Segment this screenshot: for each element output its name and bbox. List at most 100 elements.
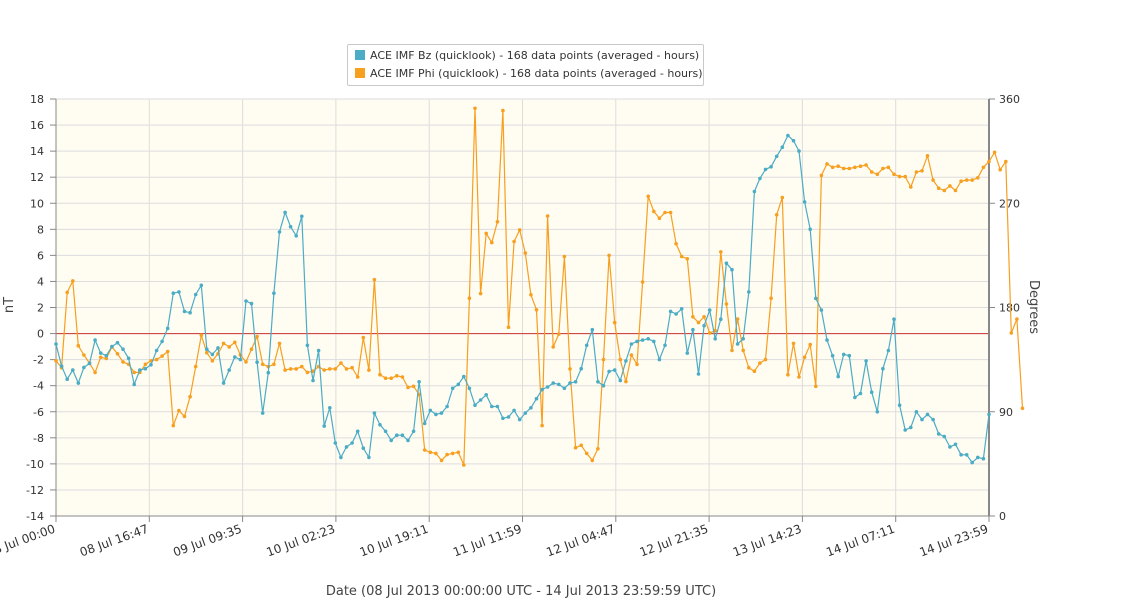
bz-point [853,395,857,400]
bz-point [300,214,304,219]
phi-point [635,362,639,367]
bz-point [802,200,807,204]
phi-point [730,348,734,353]
phi-point [121,360,125,364]
bz-point [646,337,650,341]
phi-point [819,173,824,178]
phi-point [462,463,466,467]
phi-point [657,216,662,221]
phi-point [115,352,120,356]
phi-point [931,178,935,182]
phi-point [864,163,868,167]
phi-point [383,376,388,381]
phi-point [841,166,846,171]
bz-point [165,326,170,331]
y-left-tick-label: -8 [33,432,44,445]
phi-point [780,195,785,200]
phi-point [76,343,81,348]
bz-point [383,429,388,434]
phi-point [406,385,410,390]
bz-point [422,421,427,426]
bz-point [199,283,204,288]
phi-point [691,315,695,319]
bz-point [758,176,762,181]
phi-point [584,451,589,456]
bz-point [808,227,812,232]
phi-point [942,188,947,193]
bz-point [691,327,695,332]
series-bz [54,133,991,465]
bz-point [964,453,969,457]
phi-point [959,179,963,183]
bz-point [635,339,639,344]
bz-point [652,339,656,344]
bz-point [523,411,528,415]
bz-point [579,366,583,371]
bz-point [495,404,500,409]
bz-point [948,445,952,449]
bz-point [959,453,963,457]
bz-point [841,352,846,357]
bz-point [814,296,818,301]
bz-point [752,189,757,194]
bz-point [400,433,405,438]
phi-point [646,194,650,199]
bz-point [707,308,712,312]
bz-point [328,406,332,410]
x-tick-label: 08 Jul 00:00 [0,522,57,560]
phi-point [495,220,500,224]
phi-point [456,450,461,455]
phi-point [696,320,701,325]
bz-point [573,380,578,384]
bz-point [233,355,237,359]
bz-point [339,455,343,460]
bz-point [322,424,327,428]
x-tick-label: 13 Jul 14:23 [731,522,803,560]
bz-point [473,403,477,408]
bz-point [668,309,673,314]
phi-point [328,367,332,371]
phi-point [193,364,198,369]
bz-point [87,361,92,366]
phi-point [992,150,997,155]
phi-point [160,354,164,358]
phi-point [758,361,762,365]
y-left-tick-label: -14 [26,510,44,523]
phi-point [205,350,209,355]
bz-point [847,353,852,358]
bz-point [674,312,678,316]
y-right-tick-label: 270 [999,197,1020,210]
phi-point [612,320,617,325]
phi-point [797,375,801,379]
phi-point [467,296,472,301]
phi-point [830,165,835,170]
phi-point [853,165,857,170]
bz-point [294,234,299,238]
phi-point [735,317,740,321]
bz-point [517,417,522,422]
bz-point [529,406,533,410]
bz-point [724,261,729,266]
phi-point [490,240,494,245]
bz-point [439,411,444,415]
phi-point [244,360,248,364]
bz-point [551,381,555,385]
bz-point [735,342,740,346]
bz-point [864,359,868,363]
phi-point [791,341,796,346]
legend-item-bz[interactable]: ACE IMF Bz (quicklook) - 168 data points… [355,48,699,64]
phi-point [1020,406,1025,411]
legend-item-phi[interactable]: ACE IMF Phi (quicklook) - 168 data point… [355,66,703,82]
bz-point [903,428,907,432]
phi-point [132,370,136,375]
bz-point [210,352,215,357]
phi-point [976,176,980,180]
phi-point [445,452,449,457]
bz-point [272,291,276,296]
bz-point [791,138,796,143]
bz-point [216,346,220,350]
bz-point [367,455,371,460]
x-tick-label: 09 Jul 09:35 [171,522,243,560]
bz-point [987,412,991,417]
